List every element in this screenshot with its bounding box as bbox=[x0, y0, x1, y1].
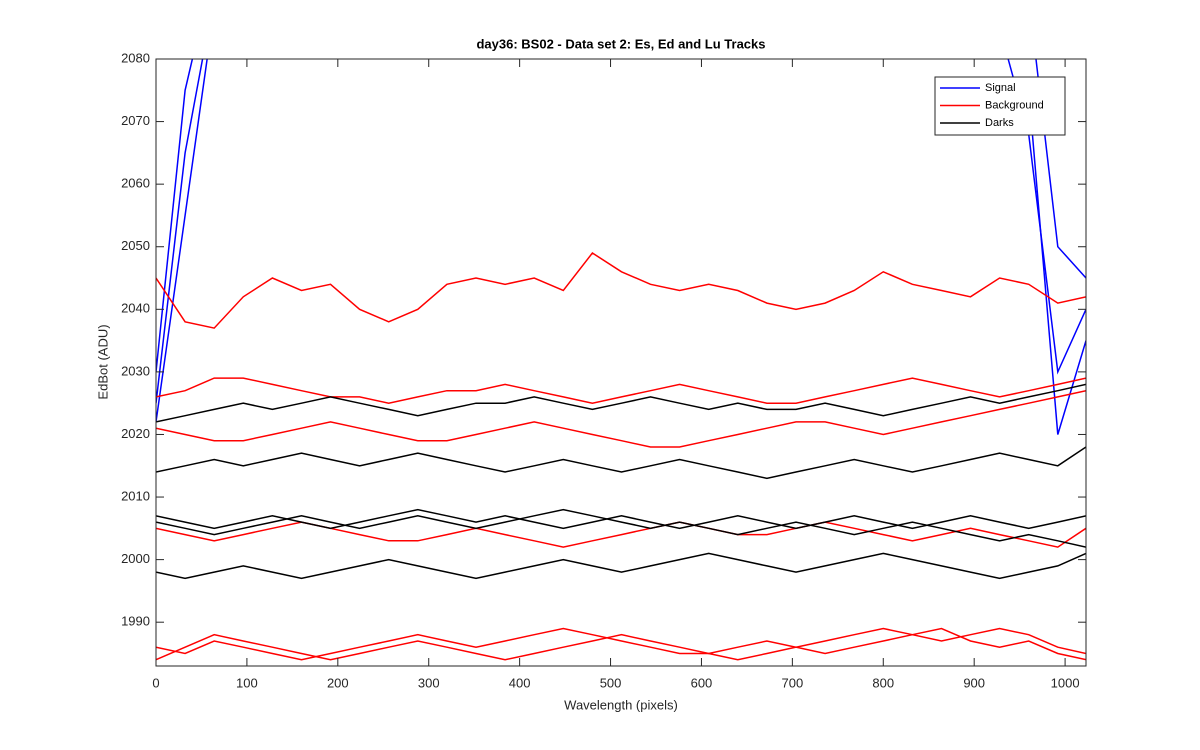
legend-label: Darks bbox=[985, 117, 1014, 129]
x-tick-label: 500 bbox=[600, 675, 622, 690]
x-tick-label: 600 bbox=[691, 675, 713, 690]
data-line bbox=[156, 508, 1086, 548]
x-tick-label: 800 bbox=[872, 675, 894, 690]
y-tick-label: 2050 bbox=[121, 238, 150, 253]
plot-lines bbox=[156, 59, 1086, 661]
y-tick-label: 2070 bbox=[121, 113, 150, 128]
y-tick-label: 2010 bbox=[121, 488, 150, 503]
y-tick-label: 2000 bbox=[121, 551, 150, 566]
x-tick-label: 400 bbox=[509, 675, 531, 690]
x-tick-label: 900 bbox=[963, 675, 985, 690]
data-line bbox=[156, 446, 1086, 480]
y-tick-label: 1990 bbox=[121, 614, 150, 629]
y-tick-label: 2020 bbox=[121, 426, 150, 441]
y-tick-label: 2030 bbox=[121, 363, 150, 378]
data-line bbox=[156, 251, 1086, 329]
data-line bbox=[156, 627, 1086, 661]
x-tick-label: 300 bbox=[418, 675, 440, 690]
legend-label: Background bbox=[985, 99, 1044, 111]
data-line bbox=[156, 508, 1086, 530]
data-line bbox=[156, 389, 1086, 448]
y-tick-label: 2060 bbox=[121, 176, 150, 191]
x-tick-label: 1000 bbox=[1051, 675, 1080, 690]
y-tick-label: 2080 bbox=[121, 50, 150, 65]
x-tick-label: 0 bbox=[152, 675, 159, 690]
data-line bbox=[156, 552, 1086, 580]
data-line bbox=[156, 627, 1086, 661]
x-tick-label: 200 bbox=[327, 675, 349, 690]
x-tick-label: 100 bbox=[236, 675, 258, 690]
y-tick-label: 2040 bbox=[121, 301, 150, 316]
plot-area bbox=[156, 59, 1086, 666]
data-line bbox=[156, 377, 1086, 404]
data-line bbox=[156, 59, 1086, 435]
data-line bbox=[156, 383, 1086, 423]
axes-box bbox=[155, 58, 1087, 667]
x-axis-label: Wavelength (pixels) bbox=[564, 697, 678, 712]
chart-title: day36: BS02 - Data set 2: Es, Ed and Lu … bbox=[476, 36, 765, 51]
y-axis-label: EdBot (ADU) bbox=[95, 324, 110, 399]
legend-label: Signal bbox=[985, 82, 1016, 94]
x-tick-label: 700 bbox=[782, 675, 804, 690]
